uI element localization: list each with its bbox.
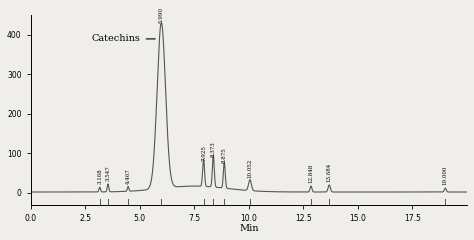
X-axis label: Min: Min bbox=[239, 224, 259, 233]
Text: 5.990: 5.990 bbox=[159, 7, 164, 23]
Text: 7.925: 7.925 bbox=[201, 145, 206, 161]
Text: 10.052: 10.052 bbox=[247, 159, 253, 178]
Text: 12.848: 12.848 bbox=[309, 164, 313, 183]
Text: 19.000: 19.000 bbox=[443, 166, 448, 185]
Text: 13.684: 13.684 bbox=[327, 162, 332, 182]
Text: 3.168: 3.168 bbox=[97, 168, 102, 184]
Text: 8.373: 8.373 bbox=[211, 142, 216, 157]
Text: 8.875: 8.875 bbox=[222, 147, 227, 163]
Text: Catechins: Catechins bbox=[91, 34, 155, 43]
Text: 4.467: 4.467 bbox=[126, 168, 130, 184]
Text: 3.547: 3.547 bbox=[106, 165, 110, 181]
